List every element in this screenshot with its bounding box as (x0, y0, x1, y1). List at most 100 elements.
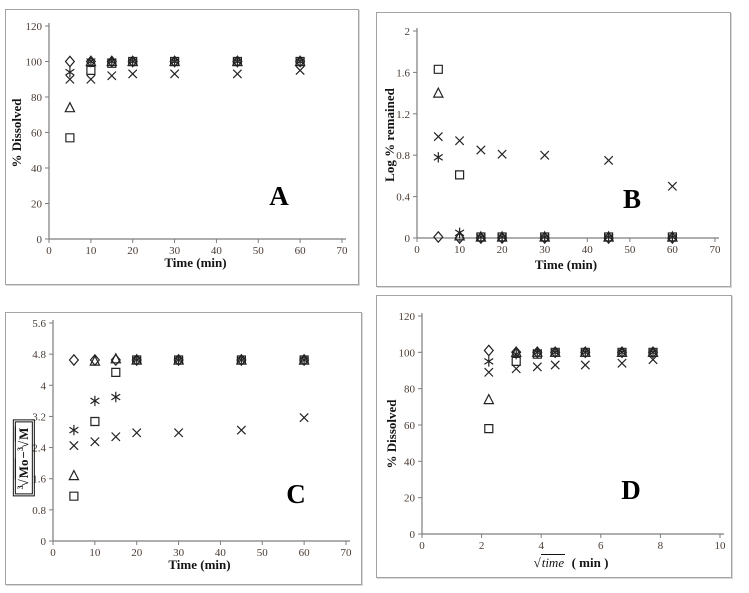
y-tick-label: 60 (404, 420, 416, 432)
y-axis-title: Log % remained (382, 87, 397, 182)
marker-asterisk (532, 347, 543, 358)
marker-square (69, 491, 79, 501)
x-tick-label: 10 (454, 244, 466, 256)
x-tick-label: 40 (215, 547, 227, 559)
panel-letter-c: C (286, 479, 306, 509)
radical-sign: √ (533, 555, 541, 570)
x-tick-label: 20 (127, 245, 139, 257)
marker-x (540, 150, 550, 160)
marker-square (454, 170, 465, 180)
panel-b-log-percent-remained-vs-time: 0 0.4 0.8 1.2 1.6 2 0 10 20 30 40 50 60 70 B Time (min)… (376, 12, 731, 287)
marker-diamond (64, 55, 76, 68)
x-tick-label: 8 (658, 540, 664, 552)
chart-d-svg: 0 20 40 60 80 100 120 0 2 4 6 8 10 D (399, 311, 727, 552)
marker-diamond (475, 231, 487, 245)
marker-asterisk (580, 347, 591, 358)
marker-x (86, 74, 96, 84)
marker-triangle (68, 469, 80, 481)
x-tick-label: 0 (419, 540, 425, 552)
marker-x (107, 71, 117, 81)
marker-x (132, 428, 142, 438)
y-axis-title: % Dissolved (384, 399, 399, 469)
y-tick-label: 1.6 (32, 474, 46, 486)
x-tick-label: 50 (253, 245, 265, 257)
y-tick-label: 0 (410, 529, 416, 541)
marker-diamond (539, 231, 550, 245)
y-tick-label: 4.8 (32, 349, 46, 361)
x-tick-label: 70 (337, 245, 349, 257)
marker-asterisk (127, 56, 138, 67)
x-tick-label: 0 (46, 245, 52, 257)
marker-asterisk (232, 56, 243, 67)
y-tick-label: 80 (404, 384, 416, 396)
marker-x (236, 425, 247, 435)
y-tick-label: 100 (399, 347, 416, 359)
marker-x (484, 367, 494, 377)
marker-square (433, 64, 443, 74)
series-diamond (433, 230, 678, 245)
series-x-cross (65, 65, 305, 84)
y-tick-label: 40 (31, 163, 43, 175)
marker-asterisk (550, 347, 560, 358)
x-axis-title: Time (min) (168, 557, 231, 572)
marker-square (90, 416, 100, 427)
marker-x (128, 69, 138, 79)
series-asterisk (484, 347, 658, 367)
radical-sign: √ (16, 479, 32, 487)
marker-x (648, 354, 658, 365)
radicand-text: time (540, 554, 566, 570)
y-tick-label: 5.6 (32, 318, 46, 330)
y-tick-label: 120 (26, 21, 43, 33)
x-tick-label: 0 (50, 547, 56, 559)
x-tick-label: 70 (341, 547, 353, 559)
marker-asterisk (111, 391, 121, 403)
series-square (433, 64, 677, 242)
y-tick-label: 2 (405, 26, 411, 38)
y-tick-label: 4 (41, 380, 47, 392)
y-tick-label: 20 (404, 493, 416, 505)
marker-asterisk (169, 56, 180, 67)
x-tick-label: 30 (539, 244, 551, 256)
x-axis-title: Time (min) (534, 257, 598, 272)
x-tick-label: 60 (667, 244, 679, 256)
y-tick-label: 2.4 (32, 443, 46, 455)
y-tick-label: 60 (31, 128, 43, 140)
y-tick-label: 1.2 (396, 109, 410, 121)
marker-x (69, 440, 79, 451)
marker-asterisk (511, 349, 521, 360)
marker-square (484, 424, 494, 434)
marker-x (299, 412, 309, 423)
x-tick-label: 20 (131, 547, 143, 559)
marker-square (65, 133, 75, 143)
radical-sign: √ (16, 440, 32, 449)
marker-x (580, 360, 590, 370)
y-tick-label: 20 (31, 199, 43, 211)
series-x-cross (484, 354, 658, 377)
y-tick-label: 1.6 (396, 67, 410, 79)
marker-asterisk (648, 347, 658, 358)
y-tick-label: 80 (31, 92, 43, 104)
y-tick-label: 0.8 (32, 505, 46, 517)
marker-asterisk (497, 231, 507, 243)
panel-letter-b: B (623, 184, 641, 214)
marker-asterisk (107, 56, 117, 67)
y-axis-title: 3√Mo−3√M (14, 413, 34, 503)
series-square (484, 347, 658, 434)
marker-diamond (68, 353, 80, 367)
marker-asterisk (65, 67, 75, 78)
marker-x (550, 360, 560, 370)
series-triangle (68, 352, 310, 481)
marker-asterisk (484, 356, 494, 367)
marker-diamond (483, 344, 494, 357)
y-tick-label: 0.4 (396, 192, 410, 204)
x-tick-label: 30 (169, 245, 181, 257)
series-asterisk (69, 354, 309, 436)
panel-a-percent-dissolved-vs-time: 0 20 40 60 80 100 120 0 10 20 30 40 50 60 70 A Time (min… (5, 9, 359, 285)
series-triangle (483, 345, 659, 405)
series-asterisk (433, 152, 678, 243)
marker-asterisk (295, 56, 305, 67)
marker-x (497, 149, 507, 159)
marker-diamond (603, 231, 614, 245)
marker-x (617, 358, 627, 368)
